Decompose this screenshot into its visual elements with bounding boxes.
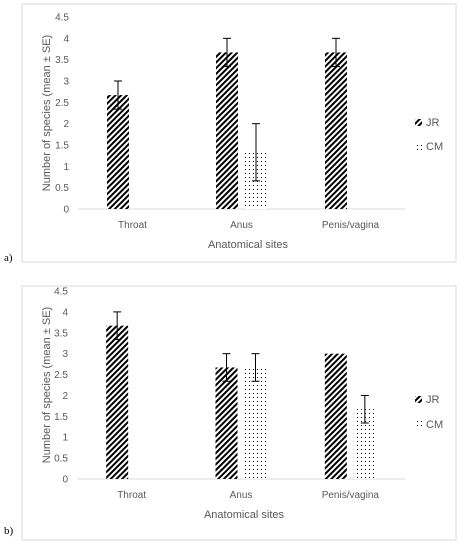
bars	[106, 325, 376, 479]
x-axis-title: Anatomical sites	[208, 239, 289, 251]
legend-swatch-jr	[415, 396, 422, 403]
error-bars	[113, 311, 369, 424]
y-tick-label: 1	[63, 162, 69, 173]
bar-jr-anus	[216, 52, 238, 210]
y-tick-label: 2	[62, 391, 68, 402]
legend: JR CM	[415, 394, 443, 431]
bar-jr-anus	[215, 367, 238, 479]
legend-label-jr: JR	[426, 394, 440, 406]
chart-border	[21, 3, 457, 263]
legend-label-jr: JR	[426, 117, 440, 129]
error-bar-jr-penis-vagina	[332, 37, 340, 67]
y-axis-title: Number of species (mean ± SE)	[41, 35, 53, 191]
y-tick-label: 1.5	[55, 141, 69, 152]
panel-label-a: a)	[4, 252, 13, 264]
y-tick-label: 4.5	[54, 287, 68, 298]
y-tick-label: 4	[63, 34, 69, 45]
x-tick-label: Throat	[118, 220, 147, 231]
y-tick-label: 0	[62, 475, 68, 486]
chart-border	[21, 285, 457, 541]
y-tick-label: 2.5	[54, 370, 68, 381]
x-tick-label: Anus	[230, 220, 253, 231]
error-bar-cm-anus	[252, 123, 260, 182]
bar-cm-penis-vagina	[353, 409, 376, 479]
x-tick-labels: Throat Anus Penis/vagina	[117, 490, 379, 501]
y-tick-label: 0	[63, 205, 69, 216]
chart-panel-a: 0 0.5 1 1.5 2 2.5 3 3.5 4 4.5 Throat Anus Penis/vag…	[21, 3, 457, 263]
y-tick-label: 0.5	[54, 454, 68, 465]
bar-jr-penis-vagina	[325, 52, 347, 210]
error-bar-jr-throat	[114, 80, 122, 110]
chart-panel-b: 0 0.5 1 1.5 2 2.5 3 3.5 4 4.5 Throat Anus Penis/vag…	[21, 285, 457, 541]
y-tick-labels: 0 0.5 1 1.5 2 2.5 3 3.5 4 4.5	[54, 287, 68, 486]
legend-label-cm: CM	[426, 141, 443, 153]
x-axis-title: Anatomical sites	[204, 509, 285, 521]
error-bar-cm-anus	[251, 353, 260, 382]
y-tick-label: 4	[62, 307, 68, 318]
y-tick-labels: 0 0.5 1 1.5 2 2.5 3 3.5 4 4.5	[55, 13, 69, 216]
y-tick-label: 2.5	[55, 98, 69, 109]
y-tick-label: 2	[63, 119, 69, 130]
x-tick-label: Anus	[230, 490, 253, 501]
x-tick-label: Throat	[117, 490, 146, 501]
bars	[107, 52, 347, 210]
y-tick-label: 4.5	[55, 13, 69, 24]
panel-label-b: b)	[4, 525, 14, 537]
y-axis-title: Number of species (mean ± SE)	[41, 307, 53, 463]
y-tick-label: 3	[62, 349, 68, 360]
x-tick-label: Penis/vagina	[322, 490, 380, 501]
legend-label-cm: CM	[426, 419, 443, 431]
legend-swatch-cm	[415, 421, 422, 428]
y-tick-label: 3.5	[55, 55, 69, 66]
y-tick-label: 3.5	[54, 328, 68, 339]
bar-jr-throat	[107, 95, 129, 209]
y-tick-label: 0.5	[55, 183, 69, 194]
bar-jr-penis-vagina	[324, 353, 347, 479]
x-tick-label: Penis/vagina	[322, 220, 380, 231]
bar-jr-throat	[106, 325, 129, 479]
error-bar-jr-throat	[113, 311, 122, 340]
legend-swatch-cm	[415, 143, 422, 150]
bar-cm-anus	[244, 367, 267, 479]
error-bar-jr-anus	[223, 37, 231, 67]
error-bar-jr-anus	[222, 353, 231, 382]
legend: JR CM	[415, 117, 443, 153]
x-tick-labels: Throat Anus Penis/vagina	[118, 220, 380, 231]
y-tick-label: 3	[63, 77, 69, 88]
legend-swatch-jr	[415, 119, 422, 126]
y-tick-label: 1.5	[54, 412, 68, 423]
error-bar-cm-penis-vagina	[360, 394, 369, 424]
y-tick-label: 1	[62, 433, 68, 444]
error-bars	[114, 37, 340, 182]
